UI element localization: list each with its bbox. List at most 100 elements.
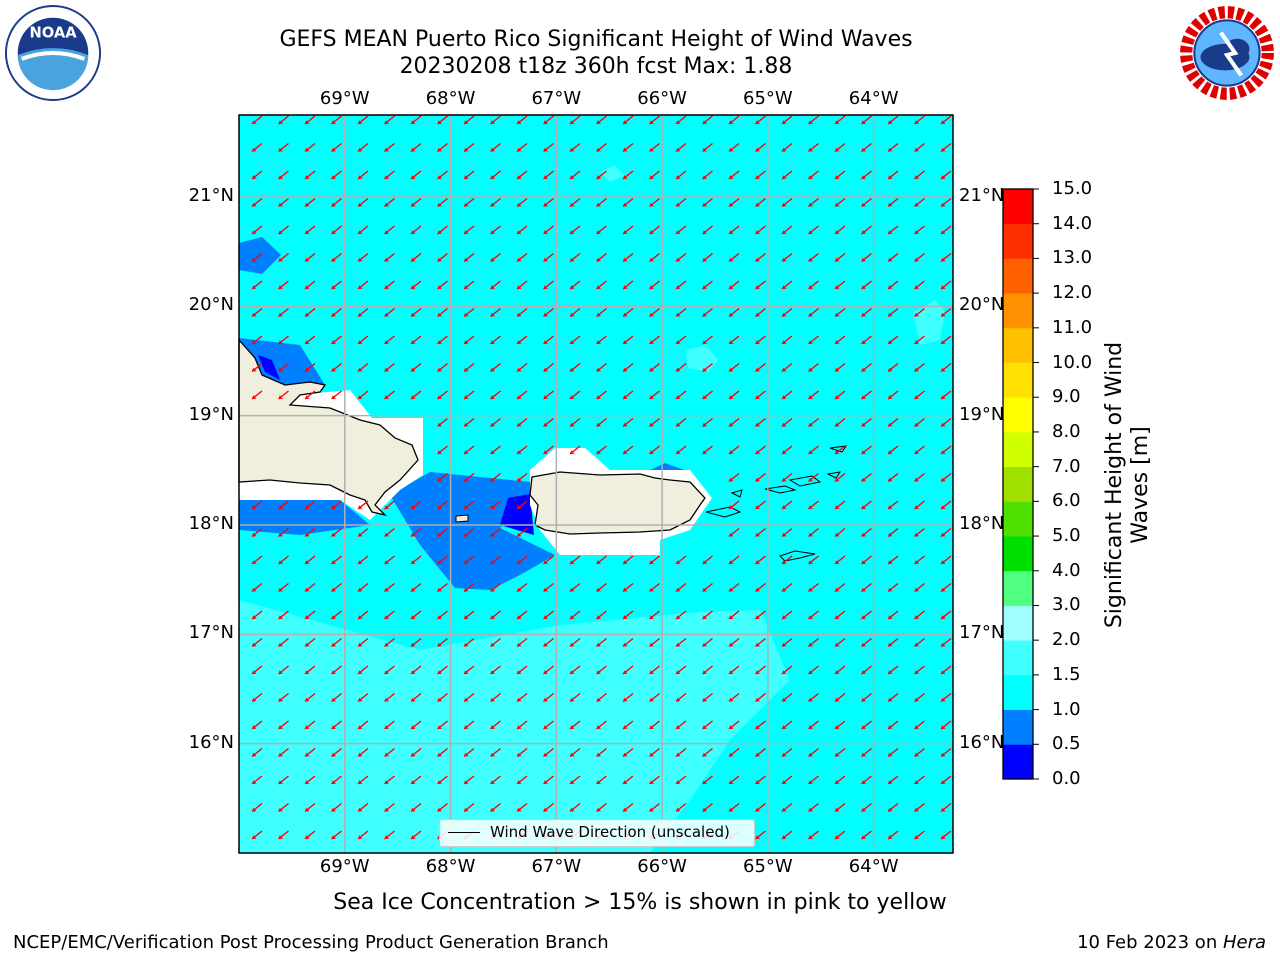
wave-direction-arrowhead (808, 560, 813, 564)
wave-direction-arrowhead (702, 725, 707, 729)
wave-direction-arrowhead (384, 807, 389, 812)
wave-direction-arrowhead (517, 257, 522, 262)
wave-direction-arrowhead (305, 670, 310, 674)
wave-direction-arrowhead (941, 202, 946, 207)
wave-direction-arrowhead (914, 725, 919, 729)
wave-direction-arrowhead (358, 367, 363, 372)
wave-direction-arrowhead (755, 147, 760, 152)
wave-direction-arrowhead (358, 285, 363, 289)
wave-direction-arrowhead (888, 807, 893, 812)
wave-direction-arrowhead (835, 120, 840, 124)
wave-direction-arrowhead (570, 120, 575, 124)
wave-direction-arrowhead (649, 560, 654, 564)
wave-direction-arrowhead (888, 505, 893, 509)
colorbar-segment (1003, 189, 1033, 225)
wave-direction-arrowhead (623, 285, 628, 289)
wave-direction-arrowhead (331, 560, 336, 564)
wave-direction-arrowhead (570, 202, 575, 207)
wave-direction-arrowhead (888, 120, 893, 124)
wave-direction-arrowhead (941, 147, 946, 152)
wave-direction-arrowhead (914, 340, 919, 344)
wave-direction-arrowhead (888, 615, 893, 619)
wave-direction-arrowhead (596, 615, 601, 619)
wave-direction-arrowhead (861, 807, 866, 812)
wave-direction-arrowhead (888, 697, 893, 702)
wave-direction-arrowhead (782, 532, 787, 537)
colorbar-segment (1003, 431, 1033, 468)
wave-direction-arrowhead (755, 560, 760, 564)
wave-direction-arrowhead (464, 422, 469, 427)
wave-direction-arrowhead (278, 175, 283, 179)
wave-direction-arrowhead (331, 587, 336, 592)
wave-direction-arrowhead (755, 175, 760, 179)
wave-direction-arrowhead (914, 697, 919, 702)
wave-direction-arrowhead (358, 505, 363, 509)
wave-direction-arrowhead (305, 532, 310, 537)
wave-direction-arrowhead (543, 587, 548, 592)
wave-direction-arrowhead (808, 230, 813, 234)
tortola-island (788, 475, 822, 487)
wave-direction-arrowhead (490, 450, 495, 454)
wave-direction-arrowhead (517, 285, 522, 289)
wave-direction-arrowhead (331, 780, 336, 784)
wave-direction-arrowhead (835, 642, 840, 647)
wave-direction-arrowhead (252, 202, 257, 207)
wave-direction-arrowhead (411, 340, 416, 344)
wave-direction-arrowhead (331, 120, 336, 124)
wave-direction-arrowhead (278, 697, 283, 702)
lon-tick-label: 66°W (637, 856, 687, 877)
wave-direction-arrowhead (464, 587, 469, 592)
wave-direction-arrowhead (278, 560, 283, 564)
wave-direction-arrowhead (437, 642, 442, 647)
colorbar-tick-label: 6.0 (1052, 490, 1081, 512)
wave-direction-arrowhead (941, 477, 946, 482)
wave-direction-arrowhead (649, 230, 654, 234)
wave-direction-arrowhead (252, 560, 257, 564)
wave-direction-arrowhead (941, 395, 946, 399)
wave-direction-arrowhead (649, 175, 654, 179)
wave-direction-arrowhead (676, 230, 681, 234)
wave-direction-arrowhead (437, 807, 442, 812)
wave-direction-arrowhead (676, 120, 681, 124)
wave-direction-arrowhead (278, 312, 283, 317)
wave-direction-arrowhead (490, 175, 495, 179)
wave-direction-arrowhead (649, 120, 654, 124)
wave-direction-arrowhead (914, 505, 919, 509)
wave-direction-arrowhead (755, 367, 760, 372)
wave-direction-arrowhead (278, 615, 283, 619)
wave-direction-arrowhead (861, 835, 866, 839)
wave-direction-arrowhead (252, 835, 257, 839)
wave-direction-arrowhead (729, 285, 734, 289)
wave-direction-arrowhead (596, 752, 601, 757)
wave-direction-arrowhead (437, 312, 442, 317)
wave-direction-arrowhead (782, 477, 787, 482)
wave-direction-arrowhead (543, 560, 548, 564)
wave-direction-arrowhead (490, 340, 495, 344)
wave-direction-arrowhead (570, 560, 575, 564)
wave-direction-arrowhead (596, 230, 601, 234)
wave-direction-arrowhead (861, 450, 866, 454)
wave-direction-arrowhead (437, 120, 442, 124)
wave-direction-arrowhead (490, 257, 495, 262)
wave-direction-arrowhead (623, 670, 628, 674)
wave-direction-arrowhead (570, 670, 575, 674)
wave-direction-arrowhead (543, 285, 548, 289)
wave-direction-arrowhead (729, 615, 734, 619)
wave-direction-arrowhead (278, 230, 283, 234)
wave-direction-arrowhead (888, 257, 893, 262)
wave-direction-arrowhead (676, 752, 681, 757)
wave-direction-arrowhead (888, 642, 893, 647)
wave-direction-arrowhead (861, 147, 866, 152)
wave-direction-arrowhead (914, 422, 919, 427)
wave-direction-arrowhead (808, 725, 813, 729)
wave-direction-arrowhead (914, 202, 919, 207)
wave-direction-arrowhead (490, 642, 495, 647)
wave-direction-arrowhead (278, 587, 283, 592)
wave-direction-arrowhead (570, 395, 575, 399)
wave-direction-arrowhead (755, 340, 760, 344)
wave-direction-arrowhead (358, 780, 363, 784)
wave-direction-arrowhead (384, 642, 389, 647)
wave-direction-arrowhead (358, 175, 363, 179)
wave-direction-arrowhead (914, 257, 919, 262)
